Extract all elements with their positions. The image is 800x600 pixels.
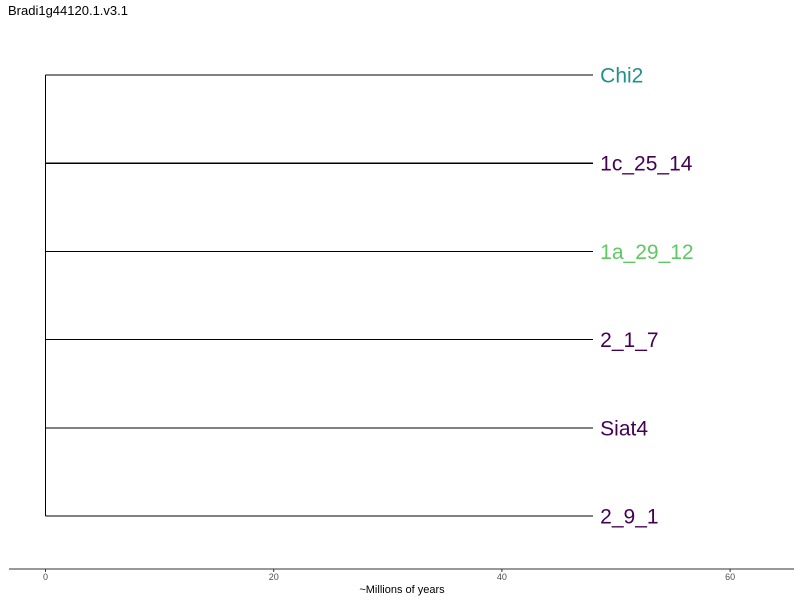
leaf-label-2_9_1: 2_9_1: [600, 506, 658, 529]
leaf-label-Siat4: Siat4: [600, 417, 648, 440]
x-axis-label: ~Millions of years: [359, 584, 445, 596]
tick-label-20: 20: [269, 572, 279, 582]
tick-label-60: 60: [725, 572, 735, 582]
page-title: Bradi1g44120.1.v3.1: [8, 3, 128, 18]
x-axis: 0 20 40 60 ~Millions of years: [9, 568, 794, 596]
leaf-label-Chi2: Chi2: [600, 65, 643, 88]
tree-branches: [44, 74, 594, 517]
leaf-label-2_1_7: 2_1_7: [600, 329, 658, 352]
tick-label-0: 0: [43, 572, 48, 582]
tick-label-40: 40: [497, 572, 507, 582]
x-axis-ticks: 0 20 40 60: [43, 569, 735, 582]
leaf-label-1a_29_12: 1a_29_12: [600, 241, 693, 264]
leaf-labels: Chi2 1c_25_14 1a_29_12 2_1_7 Siat4 2_9_1: [600, 65, 693, 529]
leaf-label-1c_25_14: 1c_25_14: [600, 153, 693, 176]
